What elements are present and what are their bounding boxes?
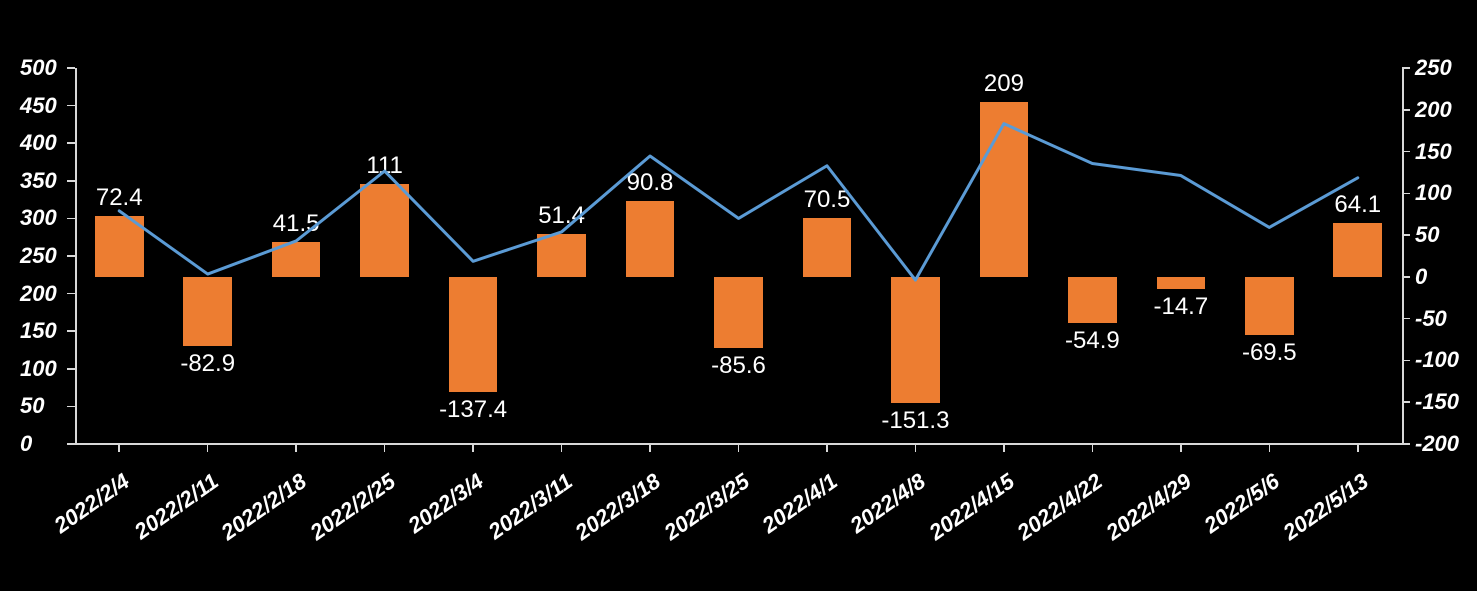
- left-axis-tick: [67, 443, 75, 445]
- left-axis-label: 250: [20, 243, 57, 269]
- left-axis-tick: [67, 218, 75, 220]
- bar-data-label: 111: [366, 152, 402, 180]
- right-axis-label: 250: [1415, 55, 1452, 81]
- bottom-axis-line: [75, 443, 1402, 445]
- right-axis-label: 200: [1415, 97, 1452, 123]
- bar-data-label: 90.8: [627, 169, 674, 197]
- left-axis-label: 300: [20, 205, 57, 231]
- left-axis-label: 0: [20, 431, 32, 457]
- bar-data-label: -82.9: [180, 350, 235, 378]
- bar: [1157, 277, 1206, 289]
- left-axis-tick: [67, 293, 75, 295]
- bar-data-label: 51.4: [538, 202, 585, 230]
- right-axis-label: -100: [1415, 347, 1459, 373]
- left-axis-label: 200: [20, 281, 57, 307]
- bar-data-label: 209: [984, 70, 1024, 98]
- right-axis-label: 50: [1415, 222, 1439, 248]
- category-tick: [1357, 444, 1359, 452]
- bar-data-label: -85.6: [711, 352, 766, 380]
- dual-axis-bar-line-chart: 050100150200250300350400450500-200-150-1…: [0, 0, 1477, 591]
- bar: [980, 102, 1029, 277]
- category-tick: [738, 444, 740, 452]
- left-axis-tick: [67, 105, 75, 107]
- left-axis-tick: [67, 330, 75, 332]
- category-tick: [1003, 444, 1005, 452]
- bar: [891, 277, 940, 403]
- category-tick: [384, 444, 386, 452]
- left-axis-label: 100: [20, 356, 57, 382]
- left-axis-tick: [67, 368, 75, 370]
- bar-data-label: -69.5: [1242, 339, 1297, 367]
- axis-line: [1402, 68, 1404, 444]
- bar: [1245, 277, 1294, 335]
- right-axis-tick: [1402, 401, 1410, 403]
- right-axis-tick: [1402, 443, 1410, 445]
- bar: [803, 218, 852, 277]
- left-axis-tick: [67, 180, 75, 182]
- bar-data-label: 64.1: [1334, 191, 1381, 219]
- left-axis-label: 50: [20, 393, 44, 419]
- right-axis-tick: [1402, 109, 1410, 111]
- right-axis-label: 0: [1415, 264, 1427, 290]
- category-tick: [295, 444, 297, 452]
- bar: [449, 277, 498, 392]
- bar: [95, 216, 144, 276]
- category-tick: [915, 444, 917, 452]
- right-axis-tick: [1402, 234, 1410, 236]
- bar-data-label: 72.4: [96, 184, 143, 212]
- right-axis-tick: [1402, 151, 1410, 153]
- left-axis-label: 450: [20, 93, 57, 119]
- right-axis-label: 100: [1415, 180, 1452, 206]
- right-axis-label: 150: [1415, 139, 1452, 165]
- left-axis-tick: [67, 142, 75, 144]
- bar: [1333, 223, 1382, 277]
- left-axis-tick: [67, 255, 75, 257]
- left-axis-label: 150: [20, 318, 57, 344]
- right-axis-tick: [1402, 276, 1410, 278]
- bar: [714, 277, 763, 349]
- bar: [183, 277, 232, 346]
- bar: [360, 184, 409, 277]
- bar: [1068, 277, 1117, 323]
- category-tick: [472, 444, 474, 452]
- left-axis-label: 500: [20, 55, 57, 81]
- bar: [537, 234, 586, 277]
- category-tick: [826, 444, 828, 452]
- category-tick: [1180, 444, 1182, 452]
- left-axis-tick: [67, 406, 75, 408]
- left-axis-tick: [67, 67, 75, 69]
- bar-data-label: -137.4: [439, 396, 507, 424]
- right-axis-label: -200: [1415, 431, 1459, 457]
- category-tick: [207, 444, 209, 452]
- category-tick: [1092, 444, 1094, 452]
- bar-data-label: -151.3: [881, 407, 949, 435]
- category-tick: [561, 444, 563, 452]
- bar-data-label: 41.5: [273, 210, 320, 238]
- bar-data-label: 70.5: [804, 186, 851, 214]
- left-axis-label: 350: [20, 168, 57, 194]
- category-tick: [649, 444, 651, 452]
- axis-line: [75, 68, 77, 444]
- category-tick: [118, 444, 120, 452]
- right-axis-label: -50: [1415, 306, 1447, 332]
- left-axis-label: 400: [20, 130, 57, 156]
- bar-data-label: -14.7: [1153, 293, 1208, 321]
- right-axis-tick: [1402, 67, 1410, 69]
- right-axis-tick: [1402, 318, 1410, 320]
- right-axis-tick: [1402, 193, 1410, 195]
- right-axis-label: -150: [1415, 389, 1459, 415]
- right-axis-tick: [1402, 360, 1410, 362]
- category-tick: [1269, 444, 1271, 452]
- bar: [626, 201, 675, 277]
- bar-data-label: -54.9: [1065, 327, 1120, 355]
- bar: [272, 242, 321, 277]
